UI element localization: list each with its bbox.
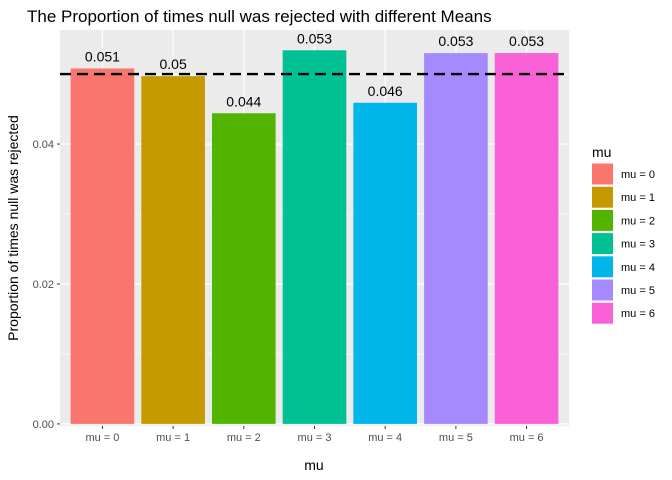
legend: mu mu = 0mu = 1mu = 2mu = 3mu = 4mu = 5m…	[592, 144, 655, 324]
bar-mu-1	[141, 76, 205, 424]
bar-mu-0	[70, 68, 135, 424]
x-tick-label: mu = 4	[368, 432, 402, 444]
x-tick-label: mu = 3	[298, 432, 332, 444]
legend-label: mu = 4	[621, 262, 655, 274]
y-tick-label: 0.04	[33, 139, 54, 151]
data-label: 0.046	[368, 83, 403, 99]
legend-swatch	[592, 163, 613, 185]
bar-mu-2	[211, 113, 276, 424]
legend-label: mu = 6	[621, 308, 655, 320]
legend-swatch	[592, 256, 613, 278]
legend-swatch	[592, 209, 613, 231]
bar-mu-3	[282, 50, 347, 424]
legend-items: mu = 0 mu = 1 mu = 2 mu = 3 mu = 4 mu = 5 mu =…	[592, 163, 655, 324]
y-axis: 0.00 0.02 0.04	[33, 139, 60, 431]
data-label: 0.044	[226, 93, 261, 109]
bar-mu-4	[353, 102, 418, 424]
x-axis-label: mu	[304, 457, 323, 473]
data-label: 0.053	[509, 33, 544, 49]
data-label: 0.051	[85, 48, 120, 64]
legend-swatch	[592, 233, 613, 255]
x-tick-label: mu = 6	[510, 432, 544, 444]
y-tick-label: 0.02	[33, 279, 54, 291]
legend-label: mu = 5	[621, 285, 655, 297]
x-tick-label: mu = 0	[85, 432, 119, 444]
data-label: 0.05	[159, 56, 186, 72]
legend-label: mu = 2	[621, 215, 655, 227]
bar-mu-6	[494, 53, 559, 424]
x-tick-label: mu = 2	[227, 432, 261, 444]
y-tick-label: 0.00	[33, 419, 54, 431]
legend-label: mu = 3	[621, 239, 655, 251]
x-axis: mu = 0 mu = 1 mu = 2 mu = 3 mu = 4 mu = 5 mu =…	[85, 426, 544, 444]
legend-swatch	[592, 302, 613, 324]
data-label: 0.053	[438, 33, 473, 49]
data-labels: 0.051 0.05 0.044 0.053 0.046 0.053 0.053	[85, 30, 544, 109]
x-tick-label: mu = 1	[156, 432, 190, 444]
x-tick-label: mu = 5	[439, 432, 473, 444]
data-label: 0.053	[297, 30, 332, 46]
legend-label: mu = 1	[621, 192, 655, 204]
y-axis-label: Proportion of times null was rejected	[5, 115, 21, 341]
legend-title: mu	[592, 144, 611, 160]
legend-label: mu = 0	[621, 169, 655, 181]
bar-mu-5	[424, 53, 488, 424]
chart-title: The Proportion of times null was rejecte…	[27, 7, 492, 26]
legend-swatch	[592, 279, 613, 301]
bars	[70, 50, 559, 424]
legend-swatch	[592, 186, 613, 208]
